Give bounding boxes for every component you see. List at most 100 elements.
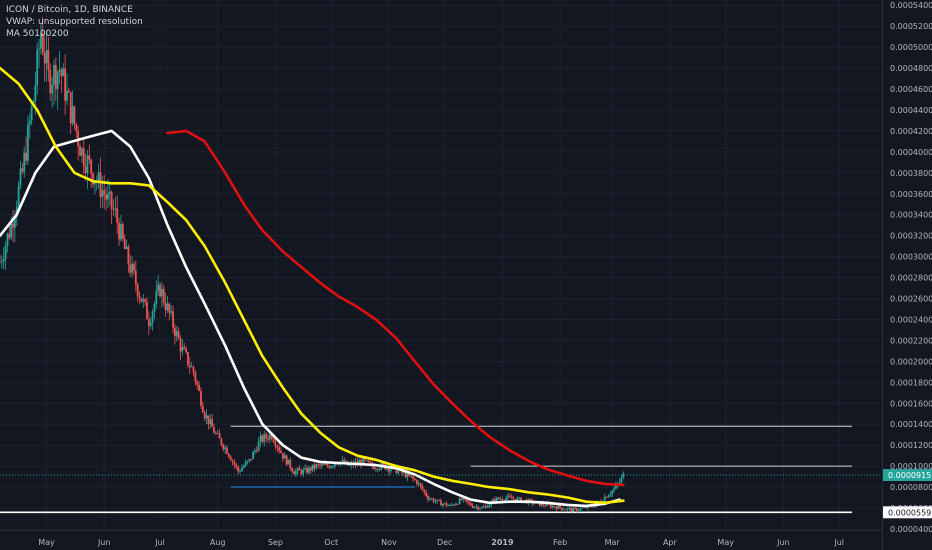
candle-body xyxy=(488,504,491,508)
x-tick-label: Oct xyxy=(324,538,338,547)
candle-body xyxy=(324,463,327,465)
candle-body xyxy=(8,233,11,238)
x-tick-label: Jul xyxy=(833,538,844,547)
candle-body xyxy=(561,507,563,510)
candle-body xyxy=(179,338,182,352)
candle-body xyxy=(428,498,431,500)
candle-body xyxy=(334,463,336,466)
x-tick-label: May xyxy=(717,538,734,547)
candle-body xyxy=(510,496,513,499)
candle-body xyxy=(581,507,584,509)
candle-body xyxy=(464,498,467,500)
candle-body xyxy=(495,497,498,502)
candle-body xyxy=(17,185,20,208)
candle-body xyxy=(358,460,361,464)
candle-body xyxy=(71,106,74,124)
candle-body xyxy=(557,505,560,510)
y-tick-label: 0.0001800 xyxy=(890,378,932,387)
candle-body xyxy=(224,447,227,450)
legend-vwap[interactable]: VWAP: unsupported resolution xyxy=(6,17,143,27)
candle-body xyxy=(447,505,450,507)
candle-body xyxy=(45,50,48,64)
candle-body xyxy=(469,502,472,506)
candle-body xyxy=(386,467,388,470)
x-tick-label: Mar xyxy=(605,538,621,547)
candle-body xyxy=(408,472,411,476)
y-tick-label: 0.0003600 xyxy=(890,190,932,199)
candle-body xyxy=(574,508,576,509)
y-axis[interactable]: 0.00004000.00006000.00008000.00010000.00… xyxy=(882,0,932,550)
candle-body xyxy=(254,450,256,453)
candle-body xyxy=(577,510,580,511)
candle-body xyxy=(185,348,187,353)
candle-body xyxy=(430,498,433,500)
y-tick-label: 0.0003400 xyxy=(890,211,932,220)
candle-body xyxy=(4,245,7,260)
candle-body xyxy=(417,483,420,485)
x-axis[interactable]: May Jun Jul Aug Sep Oct Nov Dec 2019 Feb Mar Apr May… xyxy=(0,530,882,548)
candle-body xyxy=(220,438,223,445)
candle-body xyxy=(175,331,178,337)
candle-body xyxy=(414,478,416,481)
candle-body xyxy=(460,498,463,500)
candle-body xyxy=(192,366,195,373)
candle-body xyxy=(43,52,46,64)
candle-body xyxy=(38,48,40,50)
candle-body xyxy=(151,311,154,323)
candle-body xyxy=(287,459,290,465)
candle-body xyxy=(555,507,558,510)
legend-ma[interactable]: MA 50100200 xyxy=(6,29,69,39)
candle-body xyxy=(40,33,42,49)
candle-body xyxy=(172,311,174,328)
candle-body xyxy=(337,463,340,465)
candle-body xyxy=(298,468,301,471)
candle-body xyxy=(28,120,31,125)
candle-body xyxy=(10,223,13,238)
candle-body xyxy=(237,466,240,472)
ma-line-ma200 xyxy=(166,129,625,487)
candle-body xyxy=(69,92,72,124)
candle-body xyxy=(58,69,61,72)
candle-body xyxy=(188,365,191,368)
candle-body xyxy=(213,426,215,434)
y-tick-label: 0.0002000 xyxy=(890,357,932,366)
candle-body xyxy=(443,503,446,504)
candle-body xyxy=(281,453,284,459)
candle-body xyxy=(19,168,22,186)
candle-body xyxy=(311,464,314,471)
candle-body xyxy=(265,434,267,439)
candle-body xyxy=(356,461,359,464)
x-tick-label: Feb xyxy=(553,538,567,547)
candle-body xyxy=(267,438,269,440)
candle-body xyxy=(376,468,379,470)
candle-body xyxy=(235,464,238,467)
candle-body xyxy=(605,496,608,498)
legend-symbol[interactable]: ICON / Bitcoin, 1D, BINANCE xyxy=(6,5,133,15)
candle-body xyxy=(471,505,474,508)
candle-body xyxy=(272,438,275,442)
candle-body xyxy=(144,299,147,302)
price-label-text: 0.0000559 xyxy=(888,508,931,517)
candle-body xyxy=(155,291,158,304)
candle-body xyxy=(475,506,478,508)
x-tick-label: Jun xyxy=(97,538,111,547)
candle-body xyxy=(66,90,68,101)
candle-body xyxy=(562,509,565,511)
candle-body xyxy=(592,506,595,508)
candle-body xyxy=(566,508,569,510)
y-tick-label: 0.0001200 xyxy=(890,441,932,450)
y-tick-label: 0.0003800 xyxy=(890,169,932,178)
candle-body xyxy=(503,500,506,501)
y-tick-label: 0.0002200 xyxy=(890,336,932,345)
candle-body xyxy=(389,469,392,472)
price-label-text: 0.0000915 xyxy=(888,471,931,480)
y-tick-label: 0.0003000 xyxy=(890,253,932,262)
candle-body xyxy=(268,434,271,440)
candle-body xyxy=(34,85,37,102)
x-tick-label: Jul xyxy=(154,538,165,547)
candle-body xyxy=(280,450,282,454)
candle-body xyxy=(56,71,59,89)
candle-body xyxy=(261,435,264,442)
candle-body xyxy=(570,508,573,512)
